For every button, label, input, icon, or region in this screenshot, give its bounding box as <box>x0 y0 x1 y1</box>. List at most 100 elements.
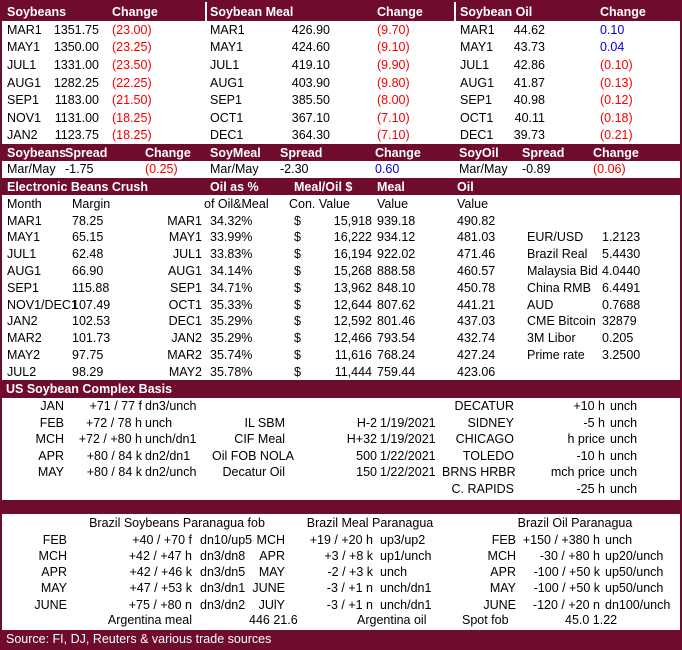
price-value: 41.87 <box>513 75 545 90</box>
basis-change: dn3/dn5 <box>200 565 246 580</box>
basis-bid: +47 / +53 k <box>129 581 192 596</box>
price-value: 42.86 <box>513 57 545 72</box>
change-value: (9.90) <box>377 57 410 72</box>
spread-header-label: Spread <box>280 145 323 160</box>
spot-fob-label: Spot fob <box>462 613 509 628</box>
basis-month: MCH <box>256 532 285 547</box>
price-value: 40.11 <box>514 110 545 125</box>
oil-pct-value: 33.99% <box>210 230 253 245</box>
of-oil-meal-subheader: of Oil&Meal <box>204 196 269 211</box>
meal-value: 807.62 <box>377 297 416 312</box>
fx-value: 6.4491 <box>602 280 641 295</box>
basis-bid: +40 / +70 f <box>132 532 192 547</box>
price-value: 44.62 <box>513 22 545 37</box>
basis-month: MAY <box>258 565 285 580</box>
pct-month: SEP1 <box>170 280 202 295</box>
source-bar: Source: FI, DJ, Reuters & various trade … <box>2 630 680 648</box>
basis-month: JUlY <box>258 597 285 612</box>
basis-month: APR <box>490 565 516 580</box>
quote-row: MAY1 424.60 (9.10) <box>207 39 456 57</box>
soybean-oil-panel-header: Soybean Oil Change <box>456 2 680 21</box>
change-column-header: Change <box>112 4 158 19</box>
soybeans-quote-rows: MAR1 1351.75 (23.00) MAY1 1350.00 (23.25… <box>2 21 207 144</box>
con-value-cell: $ 15,268 <box>289 264 374 278</box>
oil-pct-value: 35.33% <box>210 297 253 312</box>
con-value-cell: $ 16,194 <box>289 247 374 261</box>
basis-change: dn2/unch <box>145 465 197 480</box>
crush-margin: 97.75 <box>72 348 104 363</box>
oil-pct-value: 35.78% <box>210 364 253 379</box>
brazil-basis-row: FEB +40 / +70 f dn10/up5 <box>4 532 294 548</box>
price-value: 1351.75 <box>53 22 99 37</box>
pct-month: JUL1 <box>172 247 202 262</box>
futures-quotes-section: Soybeans Change MAR1 1351.75 (23.00) MAY… <box>2 2 680 144</box>
basis-month: APR <box>41 565 67 580</box>
crush-margin: 98.29 <box>72 364 104 379</box>
soybean-oil-panel: Soybean Oil Change MAR1 44.62 0.10 MAY1 … <box>456 2 680 144</box>
crush-month: MAR2 <box>7 331 42 346</box>
fx-value: 1.2123 <box>602 230 641 245</box>
basis-bid: -3 / +1 n <box>326 597 373 612</box>
basis-bid: +75 / +80 n <box>128 597 192 612</box>
quote-row: MAY1 1350.00 (23.25) <box>2 39 207 57</box>
pct-month: JAN2 <box>171 331 202 346</box>
contract-month: MAR1 <box>460 22 495 37</box>
basis-change: up1/unch <box>380 549 432 564</box>
basis-bid: +71 / 77 f <box>89 399 142 414</box>
pct-month: AUG1 <box>167 264 202 279</box>
dollar-sign: $ <box>294 230 301 245</box>
basis-date: 1/19/2021 <box>380 415 436 430</box>
crush-margin: 115.88 <box>72 280 110 295</box>
con-value-cell: $ 15,918 <box>289 214 374 228</box>
quote-row: AUG1 1282.25 (22.25) <box>2 74 207 92</box>
brazil-meal-title: Brazil Meal Paranagua <box>306 515 434 530</box>
change-value: (9.80) <box>377 75 410 90</box>
contract-month: OCT1 <box>210 110 244 125</box>
crush-margin: 101.73 <box>72 331 111 346</box>
meal-value: 801.46 <box>377 314 416 329</box>
basis-change: dn3/dn2 <box>200 597 246 612</box>
brazil-basis-row: MCH -30 / +80 h up20/unch <box>442 548 680 564</box>
contract-month: JUL1 <box>210 57 240 72</box>
oil-value: 441.21 <box>457 297 496 312</box>
change-value: (8.00) <box>377 93 410 108</box>
price-value: 403.90 <box>291 75 330 90</box>
crush-title: Electronic Beans Crush <box>7 179 149 194</box>
contract-month: SEP1 <box>210 93 242 108</box>
basis-bid: -120 / +20 n <box>532 597 600 612</box>
quote-row: SEP1 385.50 (8.00) <box>207 91 456 109</box>
basis-month: MAY <box>37 465 64 480</box>
argentina-meal-value: 446 21.6 <box>249 613 298 628</box>
spread-pair: Mar/May <box>7 162 56 177</box>
change-value: (9.10) <box>377 40 410 55</box>
basis-bid: +19 / +20 h <box>309 532 373 547</box>
contract-month: JAN2 <box>7 128 38 143</box>
crush-margin: 78.25 <box>72 213 104 228</box>
quote-row: SEP1 40.98 (0.12) <box>456 91 680 109</box>
basis-bid: -100 / +50 k <box>533 565 600 580</box>
oil-pct-value: 34.32% <box>210 213 253 228</box>
crush-rows: MAR1 78.25 MAR1 34.32% $ 15,918 939.18 4… <box>2 212 680 380</box>
oil-value: 481.03 <box>457 230 496 245</box>
con-value-cell: $ 11,444 <box>289 365 374 379</box>
brazil-basis-row: MAY +47 / +53 k dn3/dn1 <box>4 580 294 596</box>
spread-value: -0.89 <box>522 162 551 177</box>
basis-change: unch <box>605 532 633 547</box>
price-value: 1131.00 <box>54 110 99 125</box>
basis-change: dn10/up5 <box>200 532 253 547</box>
basis-row: FEB +72 / 78 h unch IL SBM H-2 1/19/2021… <box>2 415 680 432</box>
basis-change: dn3/dn1 <box>200 581 246 596</box>
spread-value: -2.30 <box>280 162 309 177</box>
change-value: (18.25) <box>112 128 152 143</box>
quote-row: NOV1 1131.00 (18.25) <box>2 109 207 127</box>
brazil-basis-row: JUlY -3 / +1 n unch/dn1 <box>222 597 442 613</box>
crush-header-row: Electronic Beans Crush Oil as % Meal/Oil… <box>2 177 680 196</box>
brazil-meal-table: Brazil Meal Paranagua MCH +19 / +20 h up… <box>222 514 442 613</box>
location-change: unch <box>610 448 638 463</box>
basis-row: MCH +72 / +80 h unch/dn1 CIF Meal H+32 1… <box>2 431 680 448</box>
crush-margin: 66.90 <box>72 264 104 279</box>
brazil-soybeans-rows: FEB +40 / +70 f dn10/up5 MCH +42 / +47 h… <box>4 532 294 613</box>
contract-month: SEP1 <box>7 93 39 108</box>
location-bid: mch price <box>550 465 605 480</box>
